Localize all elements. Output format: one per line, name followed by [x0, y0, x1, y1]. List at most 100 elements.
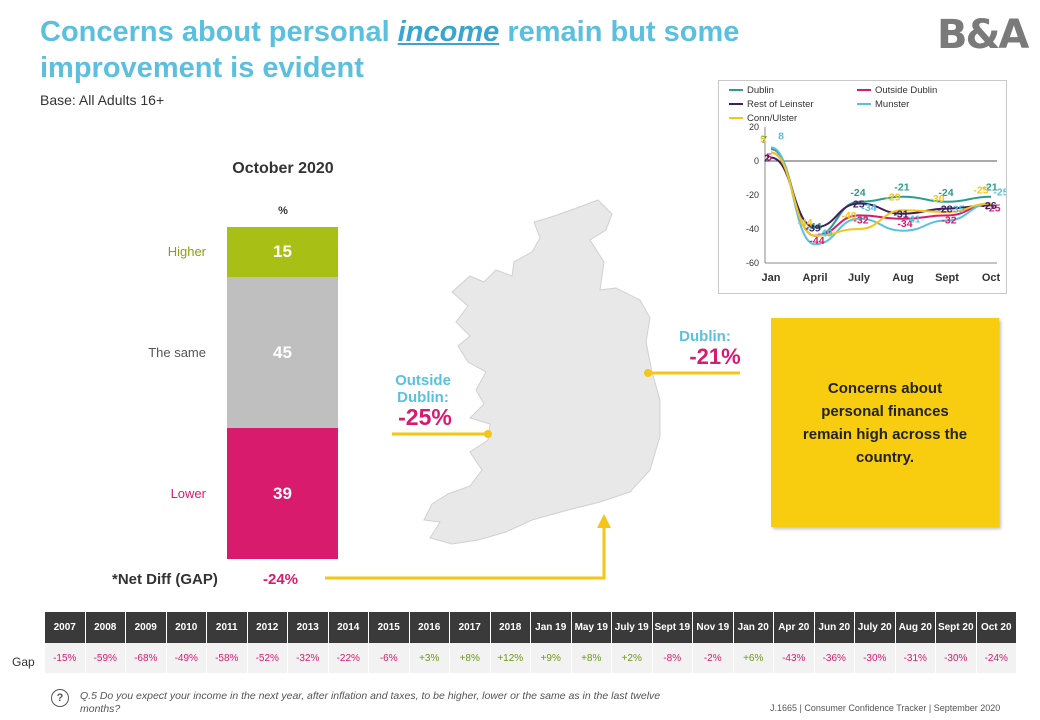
gap-value-cell: +2% — [611, 643, 653, 673]
gap-value-cell: +8% — [571, 643, 612, 673]
y-tick-label-2: -20 — [746, 190, 759, 200]
question-text: Q.5 Do you expect your income in the nex… — [80, 690, 661, 715]
page-title: Concerns about personal income remain bu… — [40, 14, 840, 86]
gap-value-cell: -15% — [45, 643, 86, 673]
gap-value-cell: +9% — [530, 643, 572, 673]
gap-period-header: 2009 — [125, 612, 167, 643]
arrow-net-diff-head — [597, 514, 611, 528]
data-label-3-3: -41 — [905, 214, 920, 226]
gap-table: 2007 2008 2009 2010 2011 2012 2013 2014 2015 2016… — [45, 612, 1017, 673]
gap-period-header: Apr 20 — [773, 612, 815, 643]
gap-value-cell: -31% — [895, 643, 936, 673]
stack-label-the-same: The same — [148, 344, 206, 360]
gap-period-header: July 19 — [611, 612, 653, 643]
gap-period-header: 2011 — [206, 612, 248, 643]
data-label-4-0: 5 — [760, 134, 766, 146]
y-tick-label-3: -40 — [746, 224, 759, 234]
ireland-map-shape — [423, 199, 661, 545]
dublin-label: Dublin: — [679, 328, 731, 345]
data-label-4-2: -40 — [841, 210, 856, 222]
gap-period-header: Sept 20 — [935, 612, 977, 643]
gap-value-cell: -58% — [206, 643, 248, 673]
trend-line-chart: Dublin Outside Dublin Rest of Leinster Muns… — [729, 85, 1009, 284]
gap-period-header: Aug 20 — [895, 612, 936, 643]
data-label-4-1: -44 — [797, 217, 812, 229]
question-icon: ? — [51, 689, 69, 707]
y-tick-label-1: 0 — [754, 156, 759, 166]
data-label-3-0: 8 — [778, 130, 784, 142]
gap-period-header: Nov 19 — [692, 612, 734, 643]
data-label-4-5: -25 — [973, 185, 988, 197]
series-line-2 — [770, 156, 992, 229]
data-label-1-3: -34 — [897, 218, 912, 230]
data-label-2-3: -31 — [893, 209, 908, 221]
gap-period-header: May 19 — [571, 612, 612, 643]
data-label-1-1: -44 — [809, 235, 824, 247]
legend-label-3: Munster — [875, 99, 909, 110]
legend-label-2: Rest of Leinster — [747, 99, 814, 110]
gap-period-header: Jan 19 — [530, 612, 572, 643]
gap-value-cell: -36% — [814, 643, 855, 673]
base-note: Base: All Adults 16+ — [40, 92, 165, 108]
gap-value-cell: -59% — [85, 643, 126, 673]
data-label-3-5: -25 — [993, 187, 1006, 199]
gap-period-header: 2018 — [490, 612, 531, 643]
pointer-dublin-dot — [644, 369, 652, 377]
data-label-1-5: -25 — [985, 203, 1000, 215]
gap-period-header: 2007 — [45, 612, 86, 643]
gap-period-header: 2010 — [166, 612, 207, 643]
column-unit: % — [278, 205, 288, 217]
gap-period-header: Oct 20 — [976, 612, 1017, 643]
gap-value-cell: +12% — [490, 643, 531, 673]
series-line-4 — [770, 151, 992, 237]
data-label-1-0: 5 — [766, 152, 772, 164]
gap-period-header: 2016 — [409, 612, 450, 643]
gap-value-cell: -6% — [368, 643, 410, 673]
gap-value-cell: -24% — [976, 643, 1017, 673]
x-tick-label-0: Jan — [762, 272, 781, 284]
data-label-3-1: -49 — [817, 227, 832, 239]
data-label-2-2: -25 — [849, 199, 864, 211]
gap-period-header: Jun 20 — [814, 612, 855, 643]
gap-period-header: Sept 19 — [652, 612, 693, 643]
gap-period-header: 2015 — [368, 612, 410, 643]
stack-segment-lower: 39 — [227, 428, 338, 559]
outside-dublin-label: Outside Dublin: — [395, 372, 451, 406]
gap-value-cell: -49% — [166, 643, 207, 673]
gap-period-header: 2012 — [247, 612, 288, 643]
outside-dublin-value: -25% — [398, 404, 452, 430]
trend-chart-frame: Dublin Outside Dublin Rest of Leinster Muns… — [718, 80, 1009, 294]
data-label-1-2: -32 — [853, 214, 868, 226]
data-label-4-4: -30 — [929, 193, 944, 205]
gap-value-cell: -2% — [692, 643, 734, 673]
data-label-3-4: -35 — [949, 204, 964, 216]
gap-row-label: Gap — [12, 655, 35, 669]
x-tick-label-2: July — [848, 272, 871, 284]
legend-label-4: Conn/Ulster — [747, 113, 797, 124]
data-label-2-0: 2 — [764, 153, 770, 165]
dublin-value: -21% — [689, 344, 741, 369]
data-label-2-4: -28 — [937, 204, 952, 216]
series-line-3 — [770, 146, 992, 246]
data-label-1-4: -32 — [941, 214, 956, 226]
gap-value-cell: -43% — [773, 643, 815, 673]
gap-period-header: 2017 — [449, 612, 491, 643]
legend-label-0: Dublin — [747, 85, 774, 96]
x-tick-label-5: Oct — [982, 272, 1001, 284]
x-tick-label-3: Aug — [892, 272, 913, 284]
gap-value-cell: -68% — [125, 643, 167, 673]
title-text-2: remain but some improvement is evident — [40, 16, 740, 84]
gap-period-header: Jan 20 — [733, 612, 774, 643]
brand-logo: B&A — [937, 12, 1029, 58]
title-text-1: Concerns about personal — [40, 16, 398, 48]
stack-segment-the-same: 45 — [227, 277, 338, 428]
y-tick-label-4: -60 — [746, 258, 759, 268]
gap-value-cell: -22% — [328, 643, 369, 673]
x-tick-label-4: Sept — [935, 272, 959, 284]
gap-value-cell: -30% — [935, 643, 977, 673]
pointer-outside-dublin-dot — [484, 430, 492, 438]
gap-value-cell: -32% — [287, 643, 329, 673]
gap-period-header: 2013 — [287, 612, 329, 643]
net-diff-label: *Net Diff (GAP) — [112, 571, 218, 588]
data-label-0-0: 7 — [761, 134, 767, 146]
